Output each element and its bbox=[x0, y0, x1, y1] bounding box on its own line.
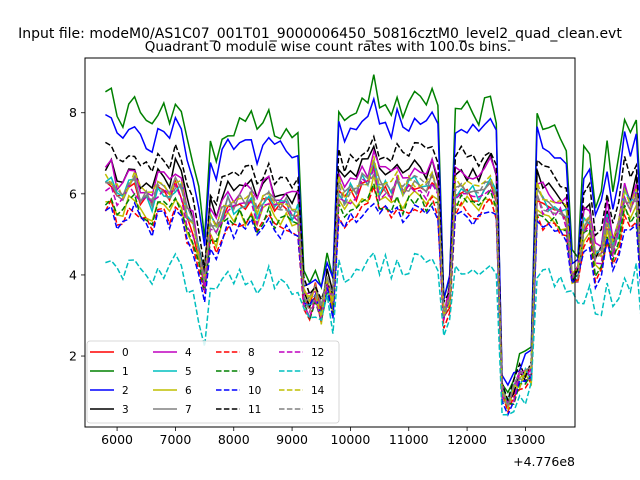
series-line-15 bbox=[105, 173, 640, 410]
legend-label-8: 8 bbox=[248, 347, 255, 359]
legend-label-2: 2 bbox=[122, 385, 129, 397]
series-line-10 bbox=[104, 201, 640, 417]
plot-frame bbox=[84, 57, 576, 428]
legend-label-11: 11 bbox=[248, 404, 261, 416]
legend-label-3: 3 bbox=[122, 404, 129, 416]
series-line-9 bbox=[104, 181, 640, 406]
series-line-11 bbox=[105, 134, 640, 403]
chart-title: Quadrant 0 module wise count rates with … bbox=[145, 39, 511, 55]
legend-label-4: 4 bbox=[185, 347, 192, 359]
series-line-1 bbox=[105, 74, 640, 394]
legend-label-10: 10 bbox=[248, 385, 261, 397]
legend-label-13: 13 bbox=[311, 366, 324, 378]
legend-label-5: 5 bbox=[185, 366, 192, 378]
legend-label-7: 7 bbox=[185, 404, 192, 416]
legend-label-14: 14 bbox=[311, 385, 325, 397]
legend-label-0: 0 bbox=[122, 347, 129, 359]
y-tick-label: 2 bbox=[69, 349, 77, 364]
y-tick-label: 8 bbox=[69, 105, 77, 120]
x-tick-label: 9000 bbox=[276, 432, 308, 447]
legend-label-15: 15 bbox=[311, 404, 324, 416]
x-tick-label: 11000 bbox=[389, 432, 429, 447]
x-tick-label: 8000 bbox=[218, 432, 250, 447]
series-line-13 bbox=[105, 251, 640, 416]
x-tick-label: 12000 bbox=[447, 432, 487, 447]
x-axis-ticks: 6000 7000 8000 9000 10000 11000 12000 13000 bbox=[101, 427, 545, 447]
series-line-8 bbox=[104, 183, 640, 414]
series-lines bbox=[104, 74, 640, 417]
chart-suptitle: Input file: modeM0/AS1C07_001T01_9000006… bbox=[18, 26, 622, 42]
x-axis-offset-label: +4.776e8 bbox=[513, 454, 575, 469]
legend-label-12: 12 bbox=[311, 347, 324, 359]
y-axis-ticks: 2 4 6 8 bbox=[69, 105, 85, 364]
x-tick-label: 6000 bbox=[101, 432, 133, 447]
legend-label-1: 1 bbox=[122, 366, 129, 378]
series-line-2 bbox=[105, 96, 640, 387]
x-tick-label: 13000 bbox=[506, 432, 546, 447]
legend-box bbox=[86, 340, 340, 424]
x-tick-label: 7000 bbox=[160, 432, 192, 447]
series-line-4 bbox=[104, 148, 640, 410]
y-tick-label: 4 bbox=[69, 267, 77, 282]
x-tick-label: 10000 bbox=[331, 432, 371, 447]
legend-label-6: 6 bbox=[185, 385, 192, 397]
legend-label-9: 9 bbox=[248, 366, 255, 378]
y-tick-label: 6 bbox=[69, 186, 77, 201]
